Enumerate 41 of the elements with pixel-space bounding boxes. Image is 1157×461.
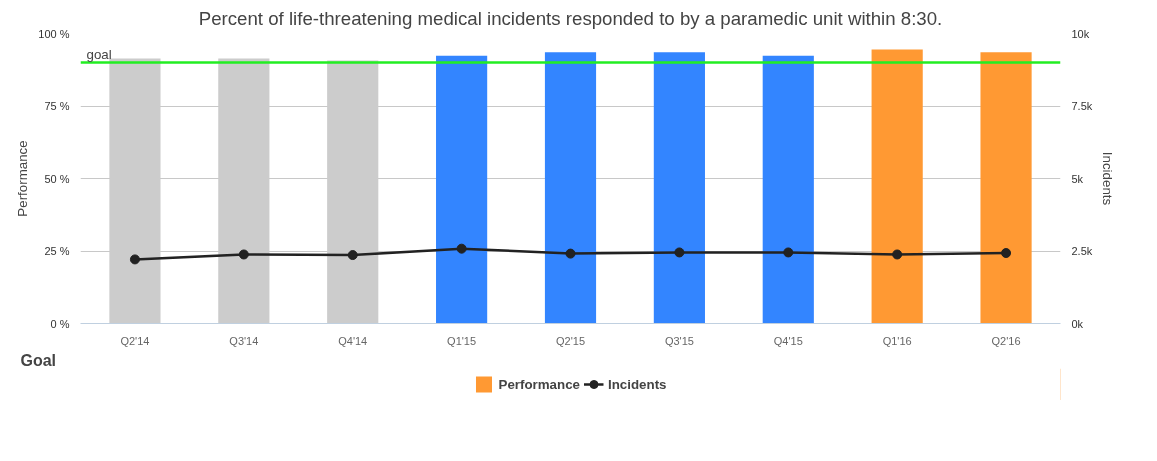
point [565,248,576,259]
legend-label: Incidents [607,376,667,392]
point [783,247,794,258]
point [347,250,358,261]
x-tick-label: Q2'16 [991,334,1021,347]
y2-tick-label: 10k [1071,27,1090,40]
point [892,249,903,260]
point [129,254,140,265]
bar [436,55,488,324]
bar [544,52,597,324]
point [238,249,249,260]
y-tick-label: 0 % [50,317,70,330]
x-tick-label: Q2'15 [556,334,586,347]
bar [762,55,814,324]
x-tick-label: Q3'15 [664,334,694,347]
point [674,247,685,258]
y-tick-label: 75 % [44,100,70,112]
bar [980,52,1032,324]
y-axis-title: Performance [15,140,31,217]
legend-label: Performance [498,376,580,392]
y2-tick-label: 2.5k [1071,245,1093,257]
point [456,243,467,254]
y2-tick-label: 0k [1071,317,1084,330]
x-tick-label: Q4'15 [773,334,803,347]
x-tick-label: Q1'16 [882,334,912,347]
chart-title: Percent of life-threatening medical incidents responded to by a paramedic unit within 8:30. [198,7,943,29]
x-tick-label: Q4'14 [338,334,368,347]
y-tick-label: 50 % [44,172,70,185]
x-tick-label: Q2'14 [120,334,150,347]
ref-line-label: goal [86,46,112,62]
bar [871,49,923,324]
x-tick-label: Q3'14 [229,334,259,347]
bar [653,52,705,324]
y2-tick-label: 7.5k [1071,100,1093,112]
y2-axis-title: Incidents [1100,151,1116,206]
y-tick-label: 100 % [38,27,70,40]
x-tick-label: Q1'15 [447,334,477,347]
point [1001,248,1012,259]
y2-tick-label: 5k [1071,172,1084,185]
y-tick-label: 25 % [44,245,70,257]
text: Goal [20,351,57,369]
